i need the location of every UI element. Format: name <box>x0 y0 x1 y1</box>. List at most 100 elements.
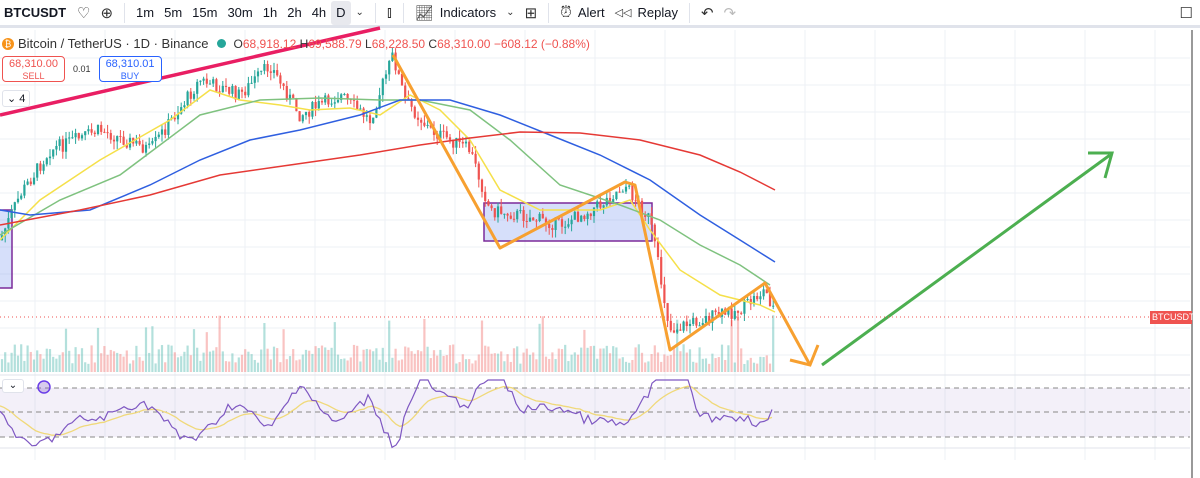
volume-bar <box>352 344 356 372</box>
candle-body <box>679 329 682 331</box>
candle-body <box>682 321 685 331</box>
rsi-collapse-toggle[interactable]: ⌄ <box>2 379 24 393</box>
candle-body <box>493 208 496 218</box>
timeframe-d[interactable]: D <box>331 0 351 25</box>
undo-icon[interactable]: ↶ <box>700 4 714 22</box>
candle-body <box>676 329 679 333</box>
chevron-down-icon[interactable]: ⌄ <box>355 7 364 18</box>
volume-bar <box>320 345 324 372</box>
candle-body <box>253 76 256 83</box>
volume-bar <box>557 348 560 372</box>
timeframe-30m[interactable]: 30m <box>227 5 253 20</box>
volume-bar <box>311 353 314 372</box>
candle-body <box>189 91 192 99</box>
volume-bar <box>759 356 762 372</box>
replay-button[interactable]: ◁◁ Replay <box>610 1 683 25</box>
volume-bar <box>285 359 288 372</box>
volume-bar <box>621 357 624 372</box>
volume-bar <box>432 350 436 372</box>
volume-bar <box>762 357 765 372</box>
volume-bar <box>717 357 720 372</box>
volume-bar <box>448 345 452 372</box>
candle-body <box>269 71 272 73</box>
top-toolbar: BTCUSDT ♡ ⊕ 1m 5m 15m 30m 1h 2h 4h D ⌄ ⫾… <box>0 0 1200 28</box>
volume-bar <box>240 354 244 372</box>
candle-body <box>327 95 330 105</box>
symbol-search[interactable]: BTCUSDT <box>4 5 67 20</box>
candle-body <box>308 111 311 117</box>
volume-bar <box>154 363 157 372</box>
candle-body <box>180 107 183 114</box>
volume-bar <box>628 362 631 372</box>
candle-body <box>509 215 512 219</box>
timeframe-1h[interactable]: 1h <box>262 5 278 20</box>
timeframe-1m[interactable]: 1m <box>136 5 155 20</box>
candle-body <box>164 129 167 135</box>
volume-bar <box>36 350 39 372</box>
alert-button[interactable]: ⏰︎ Alert <box>555 1 609 25</box>
timeframe-5m[interactable]: 5m <box>164 5 183 20</box>
volume-bar <box>301 354 304 372</box>
fullscreen-icon[interactable]: ☐ <box>1179 4 1193 22</box>
volume-bar <box>660 361 663 372</box>
divider <box>402 2 404 23</box>
indicators-collapse-toggle[interactable]: ⌄ 4 <box>2 90 31 107</box>
volume-bar <box>192 329 196 372</box>
volume-bar <box>468 359 471 372</box>
candle-type-icon[interactable]: ⫾ <box>386 4 392 21</box>
chevron-down-icon[interactable]: ⌄ <box>506 7 515 18</box>
candle-body <box>522 210 525 221</box>
candle-body <box>516 210 519 220</box>
volume-bar <box>144 327 148 372</box>
volume-bar <box>148 352 151 372</box>
sell-button[interactable]: 68,310.00 SELL <box>2 56 65 82</box>
symbol-title[interactable]: Bitcoin / TetherUS · 1D · Binance <box>18 36 209 51</box>
candle-body <box>554 217 557 230</box>
volume-bar <box>708 363 711 372</box>
volume-bar <box>340 358 343 372</box>
candle-body <box>346 93 349 100</box>
candle-body <box>74 133 77 138</box>
candle-body <box>602 205 605 208</box>
volume-bar <box>701 358 704 372</box>
volume-bar <box>570 354 573 372</box>
candle-body <box>64 138 68 152</box>
watchlist-icon[interactable]: ♡ <box>77 4 91 22</box>
candle-body <box>176 113 180 120</box>
timeframe-15m[interactable]: 15m <box>192 5 218 20</box>
volume-bar <box>365 348 368 372</box>
candle-body <box>644 215 647 217</box>
compare-add-icon[interactable]: ⊕ <box>100 4 114 22</box>
candle-body <box>157 134 160 137</box>
timeframe-4h[interactable]: 4h <box>311 5 327 20</box>
candle-body <box>90 129 93 133</box>
volume-bar <box>314 346 317 372</box>
volume-bar <box>624 361 628 372</box>
candle-body <box>541 213 544 219</box>
candle-body <box>186 91 189 106</box>
volume-bar <box>554 359 557 372</box>
indicators-button[interactable]: 📈︎ Indicators <box>410 1 501 25</box>
volume-bar <box>484 345 487 372</box>
candle-body <box>378 95 381 109</box>
volume-bar <box>90 345 93 372</box>
volume-bar <box>74 347 77 372</box>
layout-grid-icon[interactable]: ⊞ <box>524 4 538 22</box>
candle-body <box>196 81 199 94</box>
volume-bar <box>768 363 772 372</box>
volume-bar <box>416 350 420 372</box>
timeframe-2h[interactable]: 2h <box>287 5 302 20</box>
candle-body <box>746 298 749 300</box>
volume-bar <box>0 359 4 372</box>
volume-bar <box>464 359 468 372</box>
candle-body <box>752 296 756 305</box>
volume-bar <box>436 355 439 372</box>
buy-button[interactable]: 68,310.01 BUY <box>98 56 162 82</box>
candle-body <box>215 79 218 92</box>
candle-body <box>669 320 672 331</box>
candle-body <box>452 139 455 148</box>
candle-body <box>336 100 340 103</box>
volume-bar <box>308 350 311 372</box>
redo-icon[interactable]: ↷ <box>723 4 737 22</box>
